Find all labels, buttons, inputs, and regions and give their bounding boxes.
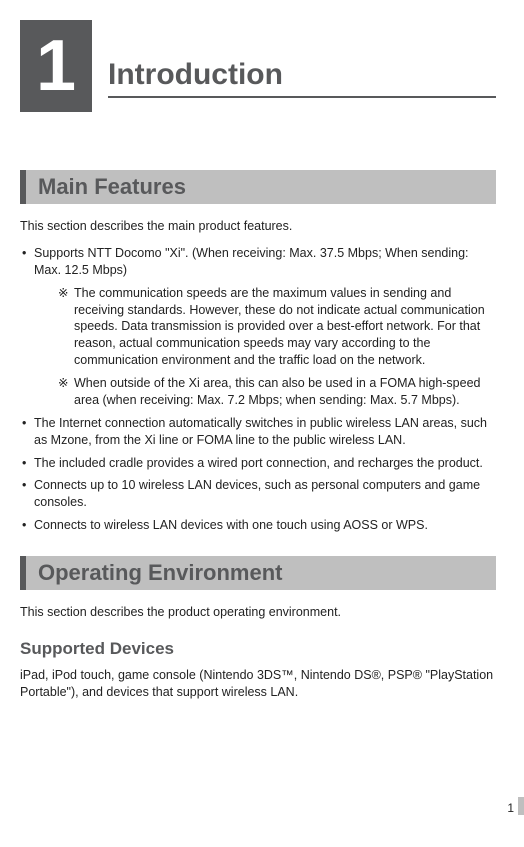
section1-intro: This section describes the main product …: [20, 218, 496, 235]
chapter-number: 1: [36, 30, 76, 102]
chapter-title: Introduction: [108, 34, 496, 98]
page-number-bar: [518, 797, 524, 815]
section2-intro: This section describes the product opera…: [20, 604, 496, 621]
section-heading-main-features: Main Features: [20, 170, 496, 204]
sub-heading-supported-devices: Supported Devices: [20, 639, 496, 659]
note-mark-icon: ※: [58, 375, 68, 392]
list-item: The included cradle provides a wired por…: [20, 455, 496, 472]
section-heading-operating-environment: Operating Environment: [20, 556, 496, 590]
note-mark-icon: ※: [58, 285, 68, 302]
supported-devices-body: iPad, iPod touch, game console (Nintendo…: [20, 667, 496, 701]
note-text: The communication speeds are the maximum…: [74, 286, 485, 368]
chapter-number-box: 1: [20, 20, 92, 112]
page-number: 1: [507, 801, 514, 815]
note-item: ※The communication speeds are the maximu…: [74, 285, 496, 369]
list-item: The Internet connection automatically sw…: [20, 415, 496, 449]
list-item-text: Supports NTT Docomo "Xi". (When receivin…: [34, 246, 469, 277]
list-item: Supports NTT Docomo "Xi". (When receivin…: [20, 245, 496, 409]
note-item: ※When outside of the Xi area, this can a…: [74, 375, 496, 409]
note-block: ※ The communication speeds are the maximu…: [34, 285, 496, 409]
list-item: Connects up to 10 wireless LAN devices, …: [20, 477, 496, 511]
chapter-header: 1 Introduction: [20, 20, 496, 112]
feature-list: Supports NTT Docomo "Xi". (When receivin…: [20, 245, 496, 534]
list-item: Connects to wireless LAN devices with on…: [20, 517, 496, 534]
note-text: When outside of the Xi area, this can al…: [74, 376, 481, 407]
